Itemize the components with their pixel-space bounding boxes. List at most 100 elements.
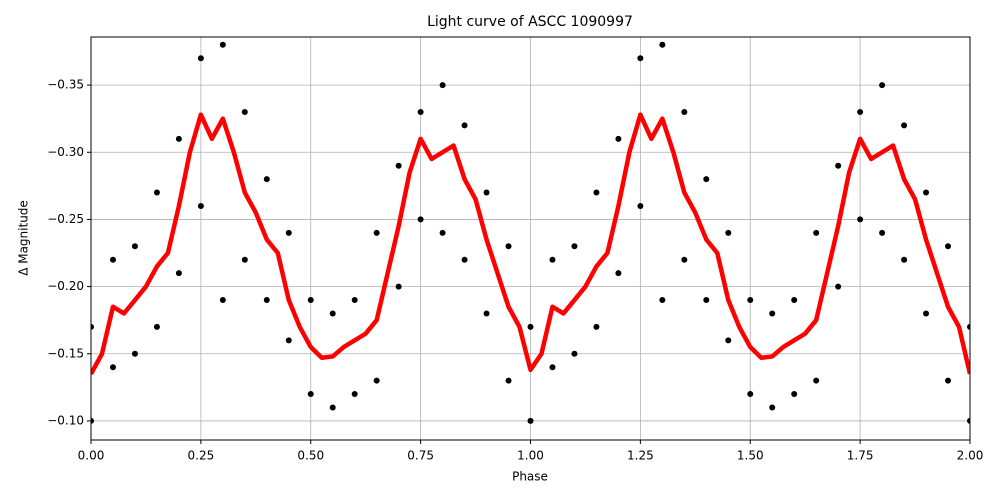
data-point [703, 297, 710, 304]
data-point [549, 256, 556, 263]
x-tick-label: 0.00 [78, 449, 105, 463]
data-point [285, 337, 292, 344]
x-tick-label: 0.75 [407, 449, 434, 463]
data-point [395, 162, 402, 169]
data-point [769, 404, 776, 411]
data-point [417, 216, 424, 223]
data-point [439, 229, 446, 236]
data-point [197, 55, 204, 62]
data-point [703, 176, 710, 183]
y-axis-label: Δ Magnitude [17, 200, 31, 276]
x-tick-label: 1.50 [737, 449, 764, 463]
data-point [109, 364, 116, 371]
data-point [109, 256, 116, 263]
data-point [263, 297, 270, 304]
y-tick-label: −0.10 [47, 413, 84, 427]
data-point [219, 41, 226, 48]
data-point [857, 216, 864, 223]
data-point [483, 189, 490, 196]
data-point [91, 417, 94, 424]
data-point [461, 122, 468, 129]
data-point [747, 391, 754, 398]
x-tick-label: 1.00 [517, 449, 544, 463]
grid [90, 37, 971, 440]
y-tick-label: −0.30 [47, 145, 84, 159]
data-point [373, 229, 380, 236]
data-point [637, 202, 644, 209]
data-point [241, 108, 248, 115]
data-point [923, 189, 930, 196]
data-point [373, 377, 380, 384]
data-point [307, 297, 314, 304]
data-point [835, 283, 842, 290]
data-point [175, 270, 182, 277]
data-point [967, 417, 970, 424]
data-point [197, 202, 204, 209]
data-point [659, 297, 666, 304]
data-point [153, 323, 160, 330]
data-point [351, 391, 358, 398]
data-point [483, 310, 490, 317]
plot-area [91, 41, 970, 424]
data-point [615, 270, 622, 277]
data-point [725, 337, 732, 344]
data-point [967, 323, 970, 330]
data-point [351, 297, 358, 304]
data-point [615, 135, 622, 142]
y-tick-label: −0.25 [47, 212, 84, 226]
data-point [747, 297, 754, 304]
data-point [835, 162, 842, 169]
data-point [923, 310, 930, 317]
y-tick-label: −0.35 [47, 78, 84, 92]
data-point [417, 108, 424, 115]
data-point [91, 323, 94, 330]
data-point [527, 417, 534, 424]
data-point [307, 391, 314, 398]
data-point [527, 323, 534, 330]
data-point [681, 108, 688, 115]
data-point [791, 391, 798, 398]
y-tick-label: −0.15 [47, 346, 84, 360]
data-point [857, 108, 864, 115]
data-point [791, 297, 798, 304]
data-point [901, 256, 908, 263]
data-point [505, 243, 512, 250]
data-point [549, 364, 556, 371]
data-point [395, 283, 402, 290]
trend-line [91, 112, 970, 375]
data-point [769, 310, 776, 317]
data-point [945, 377, 952, 384]
data-point [263, 176, 270, 183]
x-tick-label: 2.00 [957, 449, 984, 463]
x-tick-label: 0.50 [297, 449, 324, 463]
x-axis-label: Phase [512, 470, 548, 484]
data-point [439, 82, 446, 89]
data-point [329, 310, 336, 317]
data-point [131, 350, 138, 357]
data-point [681, 256, 688, 263]
data-point [285, 229, 292, 236]
data-point [593, 323, 600, 330]
data-point [901, 122, 908, 129]
data-point [879, 82, 886, 89]
y-tick-label: −0.20 [47, 279, 84, 293]
x-tick-label: 0.25 [188, 449, 215, 463]
data-point [153, 189, 160, 196]
data-point [219, 297, 226, 304]
data-point [131, 243, 138, 250]
chart-title: Light curve of ASCC 1090997 [427, 14, 633, 30]
data-point [571, 243, 578, 250]
data-point [659, 41, 666, 48]
x-tick-label: 1.75 [847, 449, 874, 463]
data-point [329, 404, 336, 411]
data-point [637, 55, 644, 62]
data-point [945, 243, 952, 250]
data-point [813, 377, 820, 384]
x-tick-label: 1.25 [627, 449, 654, 463]
data-point [175, 135, 182, 142]
data-point [241, 256, 248, 263]
data-point [879, 229, 886, 236]
data-point [571, 350, 578, 357]
data-point [505, 377, 512, 384]
